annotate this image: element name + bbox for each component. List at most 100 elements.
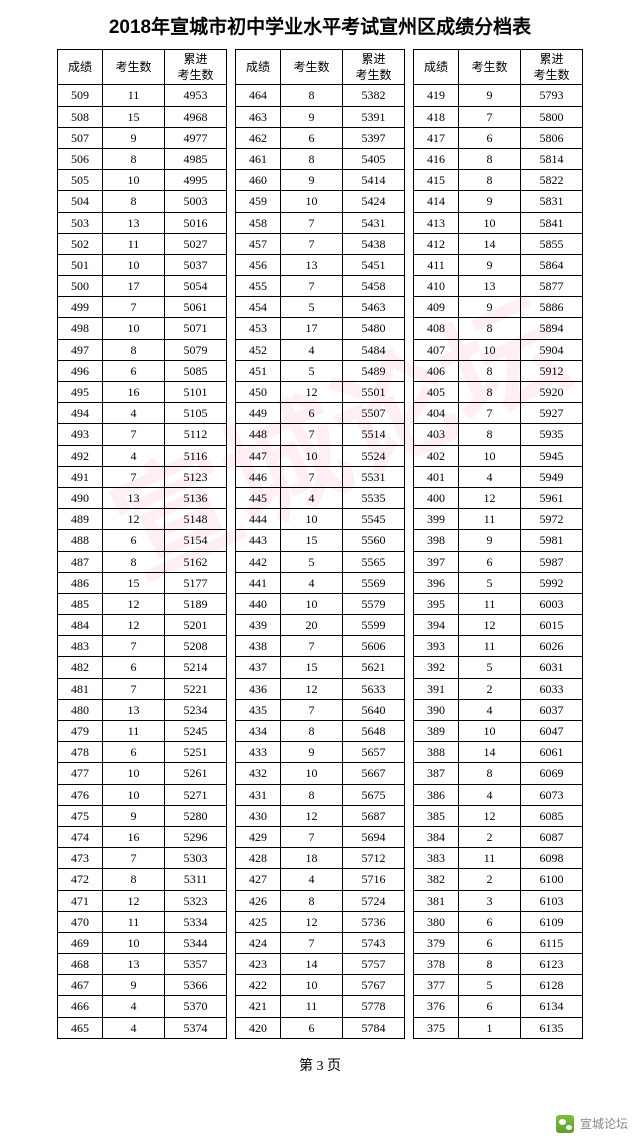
table-row: 48175221 (58, 678, 227, 699)
cell-count: 20 (281, 615, 343, 636)
table-row: 48865154 (58, 530, 227, 551)
source-label: 宣城论坛 (580, 1115, 628, 1132)
cell-score: 469 (58, 932, 103, 953)
table-row: 48265214 (58, 657, 227, 678)
cell-count: 9 (103, 127, 165, 148)
cell-score: 378 (414, 954, 459, 975)
table-row: 46545374 (58, 1017, 227, 1038)
table-row: 385126085 (414, 805, 583, 826)
document-page: 宣城论坛 2018年宣城市初中学业水平考试宣州区成绩分档表 成绩考生数累进考生数… (0, 0, 640, 1141)
cell-count: 7 (459, 403, 521, 424)
cell-score: 473 (58, 848, 103, 869)
cell-count: 7 (103, 466, 165, 487)
cell-count: 13 (103, 487, 165, 508)
cell-count: 13 (281, 254, 343, 275)
header-score: 成绩 (414, 50, 459, 85)
cell-cumulative: 5712 (343, 848, 405, 869)
cell-count: 13 (103, 699, 165, 720)
cell-score: 413 (414, 212, 459, 233)
cell-score: 410 (414, 276, 459, 297)
cell-cumulative: 6128 (521, 975, 583, 996)
table-row: 436125633 (236, 678, 405, 699)
table-row: 410135877 (414, 276, 583, 297)
cell-score: 402 (414, 445, 459, 466)
cell-score: 449 (236, 403, 281, 424)
table-row: 44675531 (236, 466, 405, 487)
cell-count: 15 (281, 530, 343, 551)
table-row: 453175480 (236, 318, 405, 339)
table-row: 501105037 (58, 254, 227, 275)
cell-count: 7 (281, 466, 343, 487)
cell-score: 505 (58, 170, 103, 191)
cell-score: 484 (58, 615, 103, 636)
cell-count: 11 (281, 996, 343, 1017)
table-row: 44255565 (236, 551, 405, 572)
cell-score: 492 (58, 445, 103, 466)
table-row: 474165296 (58, 826, 227, 847)
table-row: 394126015 (414, 615, 583, 636)
table-row: 49245116 (58, 445, 227, 466)
cell-score: 442 (236, 551, 281, 572)
cell-count: 10 (281, 593, 343, 614)
table-row: 49785079 (58, 339, 227, 360)
cell-count: 10 (281, 445, 343, 466)
header-count: 考生数 (281, 50, 343, 85)
cell-count: 10 (103, 254, 165, 275)
footer-bar: 宣城论坛 (0, 1101, 640, 1141)
wechat-icon (556, 1115, 574, 1133)
table-row: 46265397 (236, 127, 405, 148)
cell-score: 444 (236, 509, 281, 530)
cell-cumulative: 5303 (165, 848, 227, 869)
cell-count: 4 (281, 487, 343, 508)
cell-count: 11 (459, 593, 521, 614)
cell-count: 8 (103, 148, 165, 169)
cell-score: 459 (236, 191, 281, 212)
table-row: 48785162 (58, 551, 227, 572)
cell-count: 5 (281, 297, 343, 318)
cell-cumulative: 5716 (343, 869, 405, 890)
table-row: 40475927 (414, 403, 583, 424)
header-cumulative: 累进考生数 (521, 50, 583, 85)
cell-cumulative: 5189 (165, 593, 227, 614)
cell-cumulative: 4995 (165, 170, 227, 191)
cell-score: 467 (58, 975, 103, 996)
table-row: 444105545 (236, 509, 405, 530)
cell-score: 396 (414, 572, 459, 593)
cell-score: 415 (414, 170, 459, 191)
cell-cumulative: 5633 (343, 678, 405, 699)
cell-score: 487 (58, 551, 103, 572)
cell-count: 5 (281, 360, 343, 381)
cell-score: 384 (414, 826, 459, 847)
table-row: 38786069 (414, 763, 583, 784)
cell-score: 500 (58, 276, 103, 297)
cell-count: 10 (281, 509, 343, 530)
table-row: 38226100 (414, 869, 583, 890)
cell-count: 4 (103, 1017, 165, 1038)
cell-cumulative: 5101 (165, 382, 227, 403)
cell-count: 9 (281, 106, 343, 127)
cell-score: 411 (414, 254, 459, 275)
cell-count: 9 (459, 191, 521, 212)
cell-cumulative: 5501 (343, 382, 405, 403)
cell-score: 507 (58, 127, 103, 148)
cell-cumulative: 5855 (521, 233, 583, 254)
cell-count: 7 (103, 424, 165, 445)
header-cumulative: 累进考生数 (165, 50, 227, 85)
cell-score: 488 (58, 530, 103, 551)
cell-cumulative: 5694 (343, 826, 405, 847)
table-row: 50684985 (58, 148, 227, 169)
cell-score: 489 (58, 509, 103, 530)
table-row: 42475743 (236, 932, 405, 953)
cell-count: 10 (103, 784, 165, 805)
cell-cumulative: 5793 (521, 85, 583, 106)
cell-cumulative: 6123 (521, 954, 583, 975)
cell-score: 465 (58, 1017, 103, 1038)
cell-cumulative: 6069 (521, 763, 583, 784)
header-count: 考生数 (103, 50, 165, 85)
table-row: 39046037 (414, 699, 583, 720)
cell-score: 508 (58, 106, 103, 127)
cell-cumulative: 5621 (343, 657, 405, 678)
table-row: 45245484 (236, 339, 405, 360)
table-row: 400125961 (414, 487, 583, 508)
cell-cumulative: 4985 (165, 148, 227, 169)
